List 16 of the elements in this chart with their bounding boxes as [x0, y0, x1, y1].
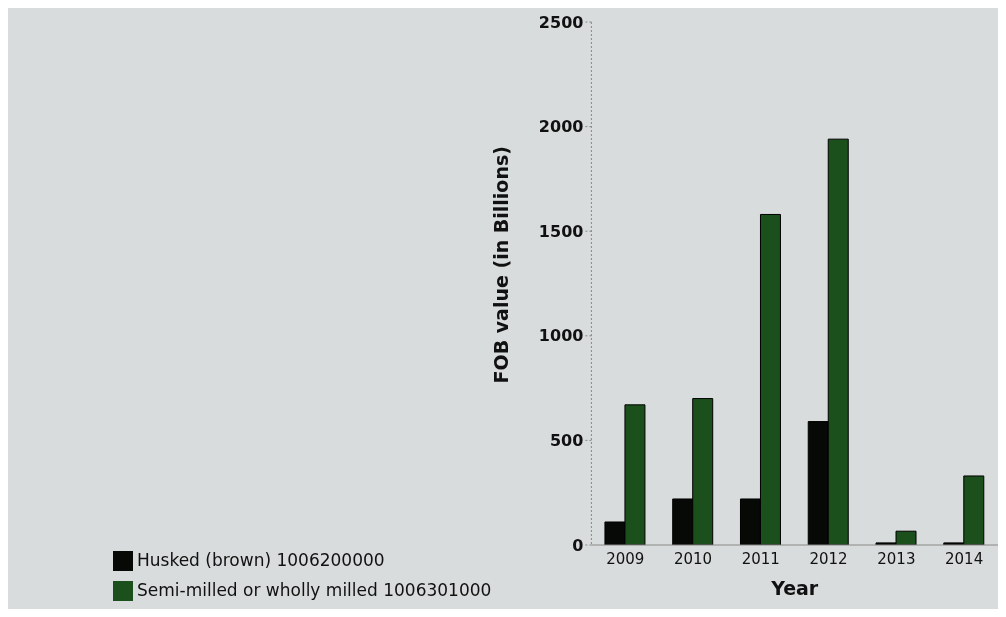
x-tick-label: 2013 — [877, 549, 916, 568]
x-tick-label: 2009 — [606, 549, 645, 568]
y-tick-label: 1000 — [538, 326, 584, 346]
x-tick-label: 2011 — [741, 549, 780, 568]
y-tick-label: 2000 — [538, 117, 584, 137]
x-axis-title: Year — [770, 577, 819, 599]
y-axis-title: FOB value (in Billions) — [490, 146, 513, 384]
y-tick-label: 0 — [572, 535, 584, 555]
legend-label: Semi-milled or wholly milled 1006301000 — [137, 580, 492, 600]
x-tick-label: 2014 — [945, 549, 984, 568]
x-tick-label: 2012 — [809, 549, 848, 568]
legend-label: Husked (brown) 1006200000 — [137, 550, 385, 570]
y-tick-label: 500 — [549, 431, 584, 451]
y-tick-label: 1500 — [538, 221, 584, 241]
y-tick-label: 2500 — [538, 12, 584, 32]
x-tick-label: 2010 — [673, 549, 713, 568]
